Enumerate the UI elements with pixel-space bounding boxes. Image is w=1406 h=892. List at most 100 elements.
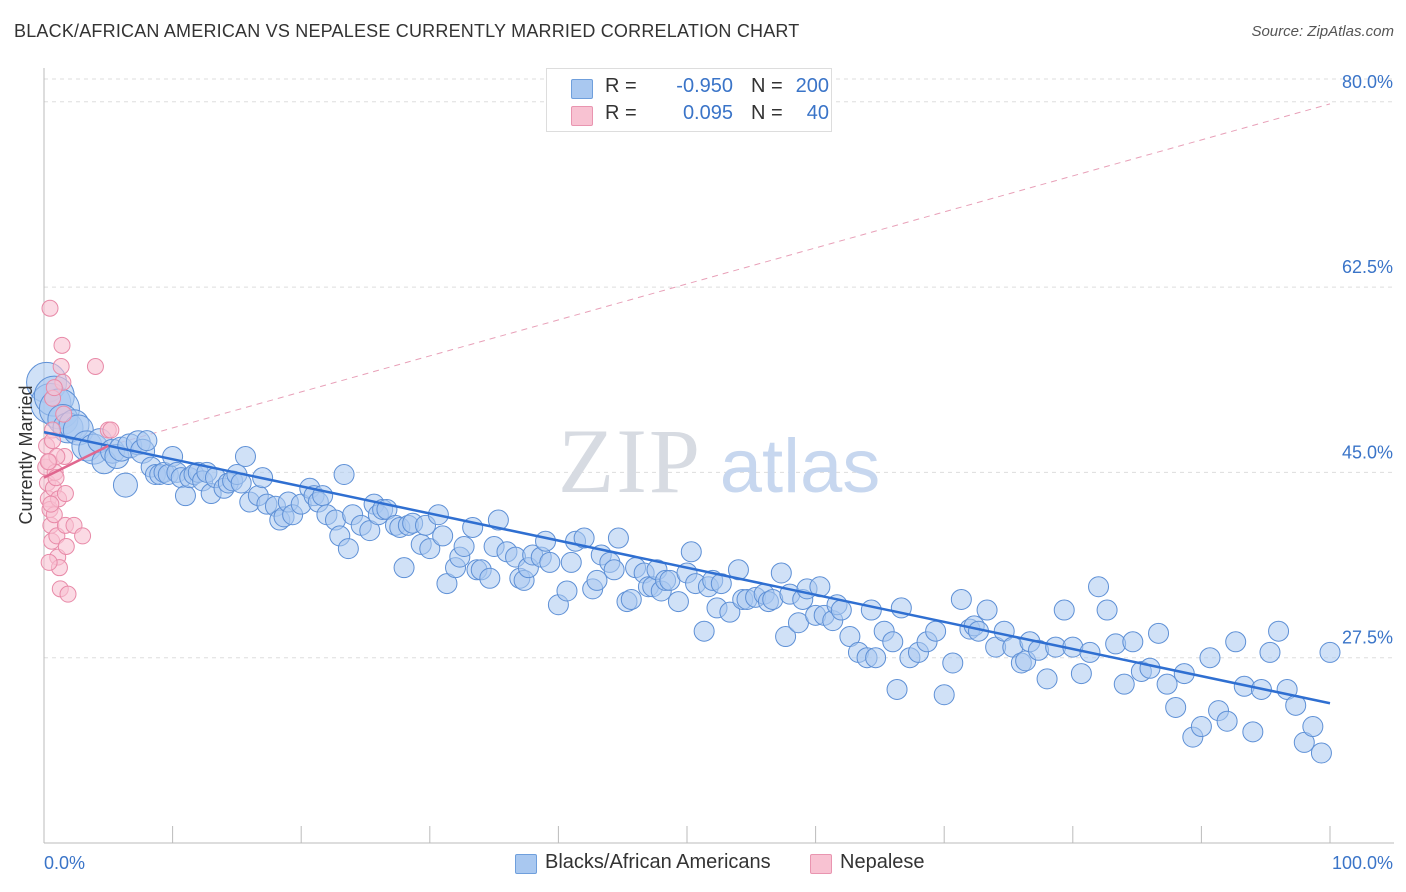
nepalese-point xyxy=(53,336,71,354)
blacks-point xyxy=(719,601,741,623)
blacks-point xyxy=(556,580,578,602)
chart-source: Source: ZipAtlas.com xyxy=(1251,23,1394,40)
legend-r-label: R = xyxy=(605,75,637,97)
nepalese-points xyxy=(37,299,120,603)
nepalese-point xyxy=(59,585,77,603)
blacks-point xyxy=(573,527,595,549)
legend-n-label: N = xyxy=(751,102,783,124)
watermark-atlas: atlas xyxy=(720,424,881,509)
blacks-point xyxy=(620,588,642,610)
blacks-point xyxy=(950,588,972,610)
blacks-point xyxy=(775,626,797,648)
blacks-point xyxy=(1225,631,1247,653)
trend-lines xyxy=(43,430,1331,705)
watermark-zip: ZIP xyxy=(558,410,702,512)
chart-title: BLACK/AFRICAN AMERICAN VS NEPALESE CURRE… xyxy=(14,21,800,41)
blacks-point xyxy=(174,485,196,507)
blacks-point xyxy=(860,599,882,621)
nepalese-point xyxy=(74,527,92,545)
watermark: ZIP atlas xyxy=(558,410,880,512)
blacks-point xyxy=(1070,663,1092,685)
nepalese-point xyxy=(41,299,59,317)
blacks-point xyxy=(1242,721,1264,743)
blacks-point xyxy=(1036,668,1058,690)
blacks-trend-line xyxy=(43,430,1331,705)
nepalese-trend-dashed xyxy=(108,103,1331,447)
nepalese-point xyxy=(39,453,57,471)
blacks-point xyxy=(1088,576,1110,598)
blacks-point xyxy=(560,551,582,573)
blacks-point xyxy=(136,430,158,452)
tick-labels: 27.5% 45.0% 62.5% 80.0% 0.0% 100.0% xyxy=(44,72,1393,873)
blacks-point xyxy=(1139,657,1161,679)
blacks-point xyxy=(1156,673,1178,695)
blacks-point xyxy=(1190,716,1212,738)
nepalese-point xyxy=(102,421,120,439)
blacks-point xyxy=(432,525,454,547)
blacks-point xyxy=(539,551,561,573)
nepalese-trend-extension xyxy=(108,103,1331,447)
legend-r-label: R = xyxy=(605,102,637,124)
legend-r-value: 0.095 xyxy=(682,102,733,124)
blacks-point xyxy=(333,464,355,486)
nepalese-point xyxy=(86,357,104,375)
blacks-point xyxy=(882,631,904,653)
legend-swatch-nepalese xyxy=(571,106,593,126)
bottom-legend-swatch-blacks xyxy=(515,854,537,874)
blacks-point xyxy=(886,678,908,700)
blacks-point xyxy=(1302,716,1324,738)
blacks-point xyxy=(1122,631,1144,653)
y-tick-label: 62.5% xyxy=(1342,257,1393,277)
legend-n-value: 200 xyxy=(795,75,829,97)
blacks-point xyxy=(1113,673,1135,695)
x-tick-label-right: 100.0% xyxy=(1332,853,1393,873)
blacks-point xyxy=(1165,696,1187,718)
y-tick-label: 45.0% xyxy=(1342,442,1393,462)
legend-swatch-blacks xyxy=(571,79,593,99)
nepalese-point xyxy=(52,357,70,375)
blacks-point xyxy=(234,446,256,467)
bottom-legend-swatch-nepalese xyxy=(810,854,832,874)
blacks-point xyxy=(976,599,998,621)
blacks-point xyxy=(770,562,792,584)
blacks-point xyxy=(1319,641,1341,663)
blacks-point xyxy=(693,620,715,642)
blacks-point xyxy=(112,472,138,498)
grid-lines xyxy=(44,78,1394,659)
blacks-point xyxy=(1148,622,1170,644)
blacks-point xyxy=(1310,742,1332,764)
blacks-point xyxy=(680,541,702,563)
blacks-point xyxy=(710,573,732,595)
nepalese-point xyxy=(45,379,63,397)
blacks-point xyxy=(479,567,501,589)
blacks-point xyxy=(1268,620,1290,642)
blacks-point xyxy=(586,569,608,591)
blacks-point xyxy=(830,599,852,621)
blacks-point xyxy=(453,536,475,558)
nepalese-point xyxy=(57,538,75,556)
legend-n-label: N = xyxy=(751,75,783,97)
blacks-point xyxy=(603,559,625,581)
nepalese-point xyxy=(44,432,62,450)
blacks-point xyxy=(1216,710,1238,732)
y-tick-label: 27.5% xyxy=(1342,628,1393,648)
y-tick-label: 80.0% xyxy=(1342,72,1393,92)
legend-n-value: 40 xyxy=(806,102,829,124)
bottom-legend-label-blacks: Blacks/African Americans xyxy=(545,851,771,873)
nepalese-trend-line xyxy=(43,444,109,479)
blacks-point xyxy=(1053,599,1075,621)
blacks-point xyxy=(942,652,964,674)
blacks-point xyxy=(667,591,689,613)
x-tick-label-left: 0.0% xyxy=(44,853,85,873)
blacks-point xyxy=(419,538,441,560)
blacks-point xyxy=(865,647,887,669)
nepalese-point xyxy=(55,405,73,423)
legend: R = -0.950 N = 200 R = 0.095 N = 40 xyxy=(546,68,832,132)
blacks-point xyxy=(1259,641,1281,663)
axes xyxy=(43,68,1394,844)
nepalese-point xyxy=(40,553,58,571)
blacks-point xyxy=(487,509,509,531)
blacks-point xyxy=(925,620,947,642)
y-axis-label: Currently Married xyxy=(16,385,36,524)
